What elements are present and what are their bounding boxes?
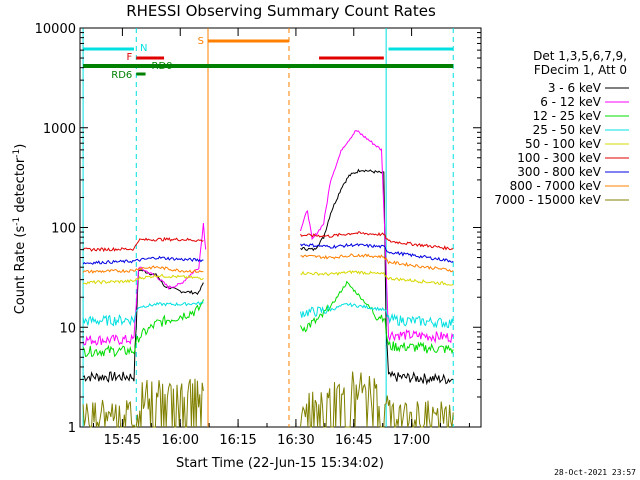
bar-label-n: N	[140, 43, 147, 54]
x-axis-label: Start Time (22-Jun-15 15:34:02)	[176, 456, 384, 471]
series-line-25-50-kev	[82, 301, 204, 327]
annotation-bars: NF S RD0 RD6	[83, 36, 454, 81]
y-ticks: 1 10 100 1000 10000	[35, 22, 481, 436]
series-line-50-100-kev	[82, 273, 204, 285]
x-tick-label: 16:00	[162, 433, 199, 448]
series-group	[82, 130, 454, 429]
legend-label-25-50-kev: 25 - 50 keV	[533, 123, 602, 137]
bar-label-s: S	[198, 36, 204, 47]
x-tick-label: 16:30	[277, 433, 314, 448]
footer-date: 28-Oct-2021 23:57	[554, 468, 636, 477]
legend-label-7000-15000-kev: 7000 - 15000 keV	[494, 193, 601, 207]
legend-label-800-7000-kev: 800 - 7000 keV	[510, 179, 602, 193]
chart-title: RHESSI Observing Summary Count Rates	[126, 2, 436, 20]
series-line-6-12-kev	[82, 222, 207, 346]
attenuator-lines	[82, 28, 454, 427]
legend-label-6-12-kev: 6 - 12 keV	[540, 95, 602, 109]
legend-label-100-300-kev: 100 - 300 keV	[517, 151, 601, 165]
legend-header-1: Det 1,3,5,6,7,9,	[533, 49, 627, 63]
y-label-main: Count Rate (s	[13, 226, 28, 315]
y-label-sup2: -1	[12, 149, 22, 158]
y-label-end: )	[13, 144, 28, 149]
series-line-12-25-kev	[300, 280, 454, 355]
bar-label-rd0: RD0	[152, 61, 173, 72]
series-line-6-12-kev	[300, 130, 454, 344]
series-line-12-25-kev	[82, 299, 204, 358]
y-label-mid: detector	[13, 157, 28, 217]
legend: Det 1,3,5,6,7,9, FDecim 1, Att 0 3 - 6 k…	[494, 49, 629, 207]
legend-label-12-25-kev: 12 - 25 keV	[533, 109, 602, 123]
y-tick-label: 10	[59, 321, 76, 336]
bar-label-f: F	[127, 52, 133, 63]
series-line-300-800-kev	[82, 255, 204, 265]
x-tick-label: 17:00	[393, 433, 430, 448]
x-tick-label: 16:15	[219, 433, 256, 448]
series-line-50-100-kev	[300, 270, 454, 286]
series-line-3-6-kev	[300, 168, 454, 386]
series-line-100-300-kev	[82, 236, 204, 253]
legend-header-2: FDecim 1, Att 0	[534, 63, 627, 77]
y-tick-label: 1000	[43, 122, 76, 137]
series-line-800-7000-kev	[300, 253, 454, 273]
plot-frame	[79, 27, 482, 428]
y-axis-label: Count Rate (s-1 detector-1)	[12, 144, 28, 315]
x-ticks: 15:45 16:00 16:15 16:30 16:45 17:00	[92, 28, 470, 448]
bar-label-rd6: RD6	[111, 70, 132, 81]
series-line-300-800-kev	[300, 242, 454, 263]
x-tick-label: 16:45	[335, 433, 372, 448]
series-line-100-300-kev	[300, 231, 454, 251]
y-tick-label: 10000	[35, 22, 76, 37]
x-tick-label: 15:45	[104, 433, 141, 448]
series-line-25-50-kev	[300, 302, 454, 329]
legend-label-300-800-kev: 300 - 800 keV	[517, 165, 601, 179]
y-label-sup1: -1	[12, 217, 22, 226]
y-tick-label: 1	[68, 421, 76, 436]
legend-label-3-6-kev: 3 - 6 keV	[548, 81, 602, 95]
y-tick-label: 100	[51, 222, 76, 237]
series-line-3-6-kev	[82, 268, 204, 383]
series-line-7000-15000-kev	[82, 378, 204, 429]
series-line-800-7000-kev	[82, 265, 204, 274]
series-line-7000-15000-kev	[300, 371, 454, 428]
legend-label-50-100-kev: 50 - 100 keV	[525, 137, 602, 151]
